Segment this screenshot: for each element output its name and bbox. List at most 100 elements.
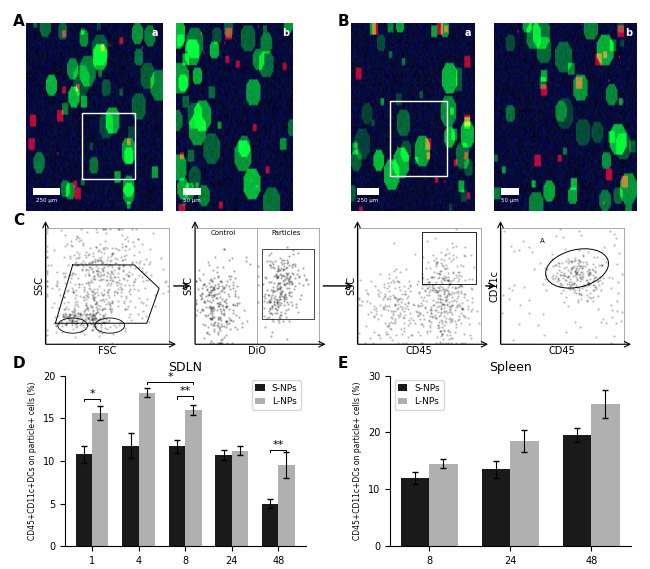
Point xyxy=(443,339,454,348)
Point xyxy=(272,299,283,308)
Point xyxy=(62,314,73,323)
Point xyxy=(213,321,223,331)
Point xyxy=(99,242,110,251)
Point xyxy=(231,281,242,290)
Point xyxy=(72,319,83,328)
Point xyxy=(400,299,411,308)
Point xyxy=(207,303,218,312)
Point xyxy=(451,224,462,233)
Point xyxy=(396,324,406,333)
Point xyxy=(279,255,289,265)
Point xyxy=(144,317,154,326)
Point xyxy=(391,273,401,282)
Point xyxy=(450,283,461,292)
Point xyxy=(239,306,249,315)
Point xyxy=(114,264,124,273)
Point xyxy=(439,271,449,280)
Point xyxy=(443,327,454,336)
Point xyxy=(274,278,284,287)
Point xyxy=(89,314,99,323)
Point xyxy=(204,296,214,306)
Point xyxy=(112,244,122,253)
Point xyxy=(120,305,130,314)
Point xyxy=(98,224,108,233)
Point xyxy=(275,292,285,301)
Point xyxy=(84,258,94,267)
Point xyxy=(391,331,402,340)
Point xyxy=(100,310,110,319)
Point xyxy=(451,296,462,306)
Point xyxy=(94,281,104,290)
Point xyxy=(276,286,287,295)
Point xyxy=(436,254,447,263)
Point xyxy=(418,295,428,304)
Point xyxy=(439,300,449,310)
Point xyxy=(131,258,141,267)
Point xyxy=(130,263,140,273)
Point xyxy=(460,290,471,299)
Point xyxy=(78,262,88,271)
Point xyxy=(558,274,568,283)
Point xyxy=(91,261,101,270)
Point xyxy=(566,269,577,278)
Point xyxy=(578,250,588,259)
Bar xyxy=(391,101,447,176)
Point xyxy=(439,255,449,265)
Point xyxy=(270,292,281,301)
Point xyxy=(575,273,585,282)
Point xyxy=(112,263,123,273)
Point xyxy=(42,225,52,234)
Point xyxy=(426,303,437,312)
Point xyxy=(354,329,364,338)
Point xyxy=(588,286,599,295)
Point xyxy=(82,303,92,312)
Bar xyxy=(232,451,248,546)
Point xyxy=(279,293,289,302)
Point xyxy=(436,258,446,267)
Point xyxy=(212,299,222,308)
Point xyxy=(452,302,463,311)
Point xyxy=(68,251,79,260)
Point xyxy=(109,253,120,262)
Point xyxy=(148,229,159,238)
Point xyxy=(289,282,300,291)
Point xyxy=(61,303,72,312)
Point xyxy=(99,296,109,305)
Point xyxy=(191,299,202,308)
Point xyxy=(81,309,92,318)
Point xyxy=(508,246,519,255)
Point xyxy=(442,290,452,299)
Point xyxy=(98,270,108,279)
Point xyxy=(87,316,98,325)
Point xyxy=(83,320,93,329)
Point xyxy=(454,270,464,279)
Point xyxy=(429,273,439,282)
Point xyxy=(569,287,579,296)
Point xyxy=(370,310,381,319)
Point xyxy=(204,275,214,284)
Point xyxy=(267,287,278,296)
Point xyxy=(519,283,529,292)
Point xyxy=(281,278,291,287)
Point xyxy=(441,307,451,316)
Point xyxy=(396,304,407,314)
Point xyxy=(70,291,81,300)
Point xyxy=(103,290,113,299)
Point xyxy=(379,302,389,311)
Point xyxy=(51,281,62,290)
Point xyxy=(112,224,123,233)
Text: 250 μm: 250 μm xyxy=(36,199,57,203)
Point xyxy=(361,296,372,306)
Point xyxy=(64,311,74,320)
Point xyxy=(437,335,448,344)
Point xyxy=(216,339,226,348)
Point xyxy=(117,230,127,240)
Point xyxy=(395,267,405,276)
Point xyxy=(78,240,88,249)
Point xyxy=(78,239,88,248)
Point xyxy=(570,318,580,327)
Point xyxy=(42,281,52,290)
Point xyxy=(444,279,454,288)
Point xyxy=(444,298,454,307)
Point xyxy=(588,280,598,289)
